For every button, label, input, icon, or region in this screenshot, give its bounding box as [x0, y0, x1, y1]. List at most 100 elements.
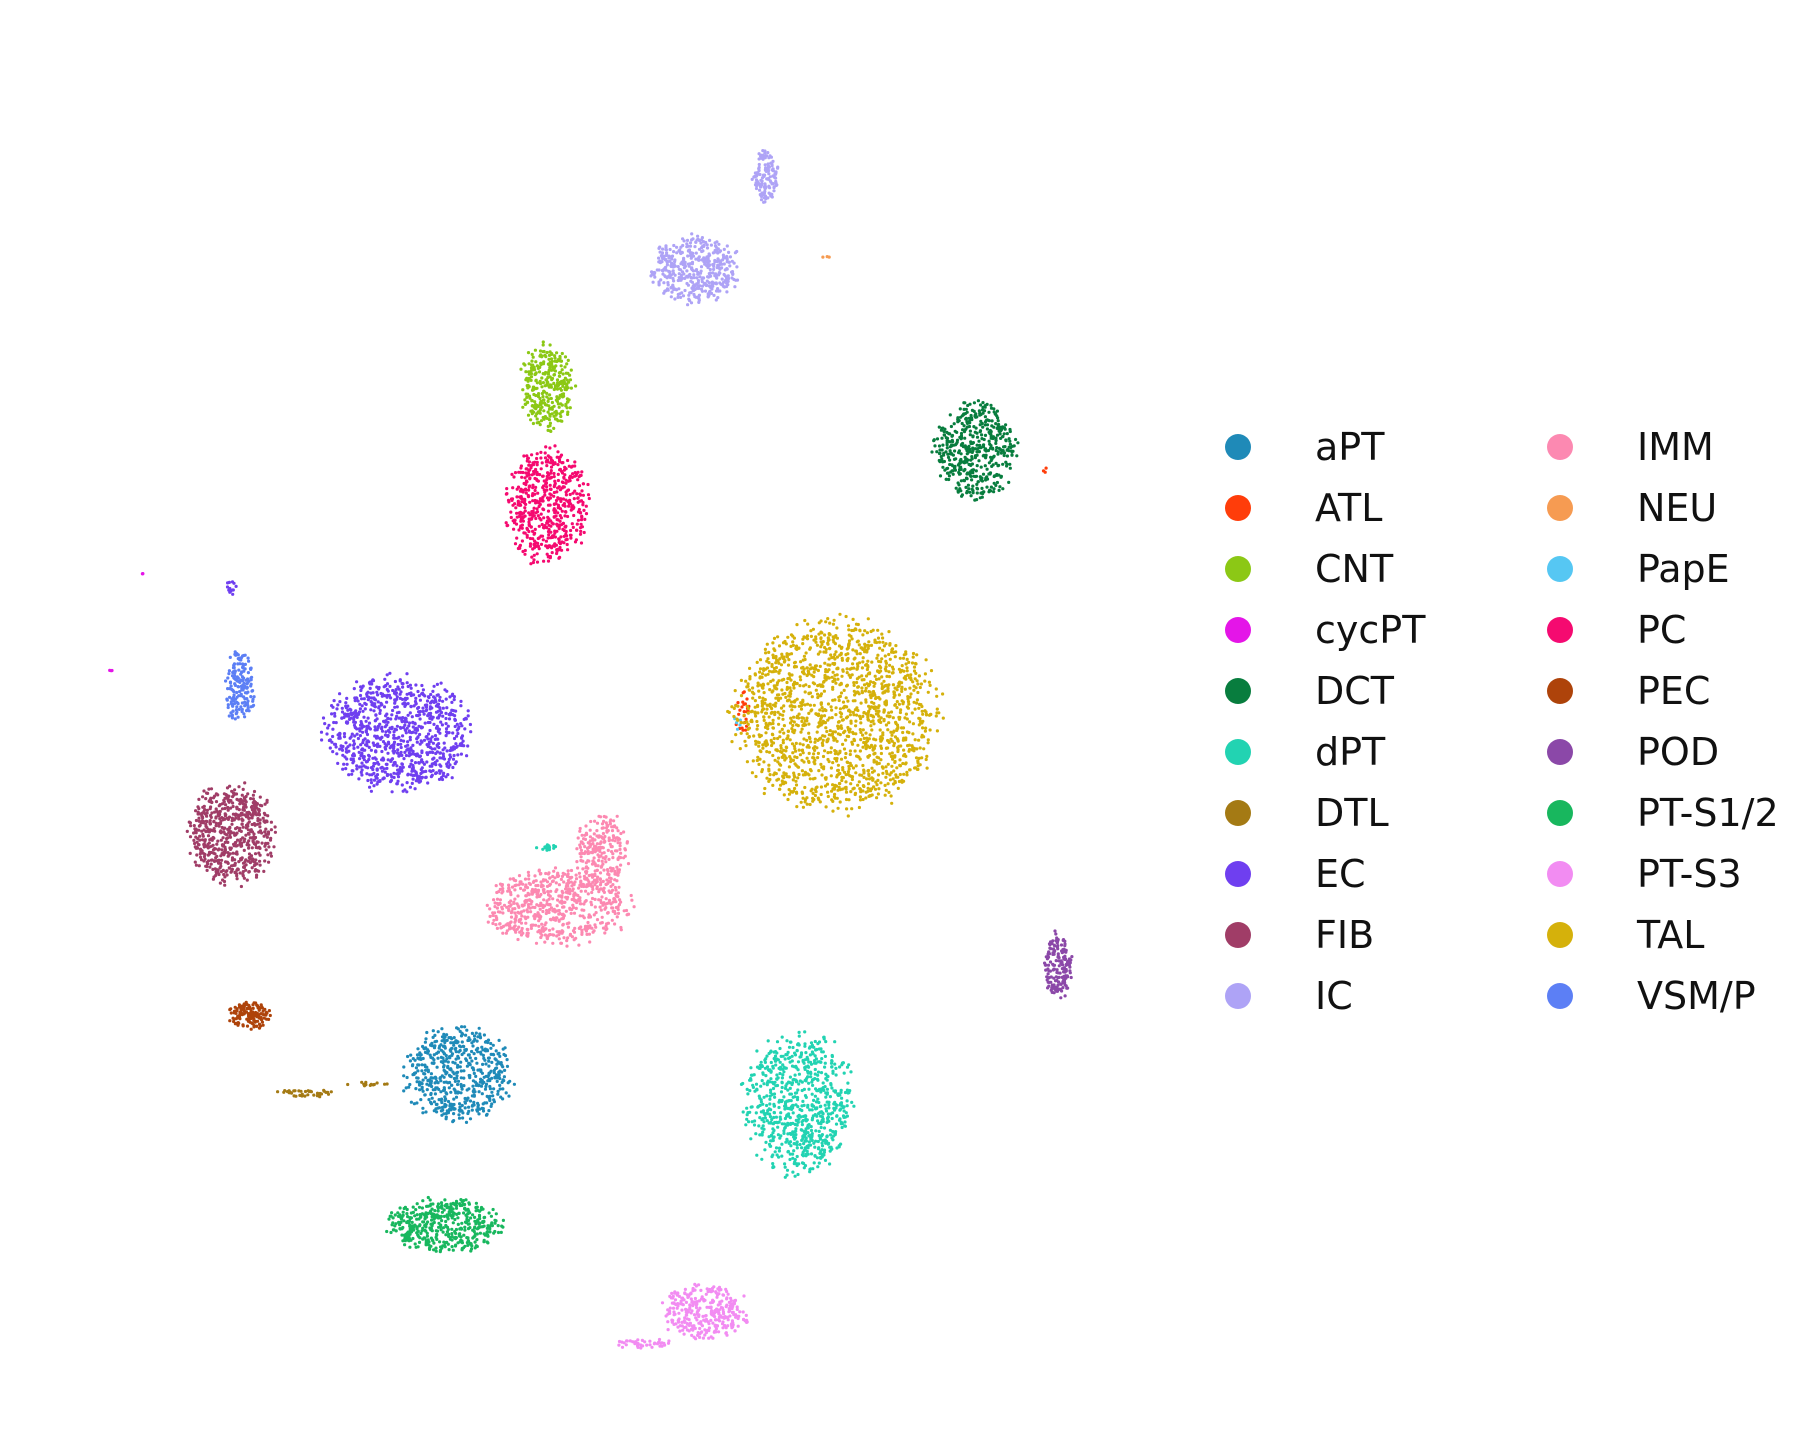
data-point — [811, 1083, 815, 1087]
data-point — [483, 1047, 487, 1051]
data-point — [747, 1120, 751, 1124]
data-point — [939, 428, 944, 432]
data-point — [983, 433, 988, 437]
data-point — [949, 424, 954, 429]
data-point — [393, 749, 397, 754]
data-point — [570, 884, 574, 888]
data-point — [374, 713, 378, 717]
data-point — [664, 268, 668, 272]
data-point — [557, 908, 561, 913]
data-point — [352, 742, 356, 746]
data-point — [962, 461, 967, 465]
data-point — [981, 401, 985, 405]
data-point — [523, 901, 527, 905]
data-point — [442, 1112, 446, 1116]
data-point — [543, 923, 547, 927]
data-point — [516, 894, 520, 898]
data-point — [816, 1073, 820, 1077]
data-point — [582, 908, 586, 912]
data-point — [252, 811, 256, 815]
data-point — [823, 1085, 827, 1089]
data-point — [247, 846, 251, 850]
data-point — [357, 777, 361, 781]
data-point — [414, 683, 418, 687]
data-point — [971, 435, 975, 439]
data-point — [217, 824, 221, 828]
data-point — [528, 370, 532, 374]
data-point — [790, 1107, 794, 1111]
data-point — [480, 1092, 484, 1096]
data-point — [216, 848, 220, 852]
data-point — [420, 766, 424, 770]
data-point — [363, 701, 367, 706]
data-point — [1008, 439, 1012, 443]
data-point — [491, 1043, 495, 1047]
data-point — [388, 746, 392, 750]
data-point — [830, 1053, 834, 1058]
data-point — [605, 878, 609, 882]
data-point — [451, 765, 455, 770]
data-point — [263, 802, 267, 806]
data-point — [1007, 449, 1011, 453]
data-point — [480, 1106, 484, 1110]
data-point — [439, 720, 443, 724]
data-point — [405, 672, 409, 676]
data-point — [519, 367, 523, 371]
data-point — [487, 1059, 491, 1063]
data-point — [216, 858, 220, 863]
data-point — [213, 852, 217, 856]
data-point — [485, 903, 489, 908]
data-point — [562, 905, 566, 909]
data-point — [468, 1076, 472, 1080]
data-point — [610, 906, 614, 910]
data-point — [932, 438, 936, 442]
data-point — [548, 366, 552, 370]
data-point — [759, 154, 763, 158]
data-point — [369, 789, 373, 793]
data-point — [442, 1086, 446, 1090]
data-point — [529, 418, 533, 422]
data-point — [625, 913, 629, 917]
data-point — [465, 1028, 469, 1032]
data-point — [546, 375, 550, 380]
data-point — [950, 469, 954, 473]
data-point — [766, 151, 770, 155]
data-point — [992, 474, 996, 479]
data-point — [803, 1147, 807, 1151]
data-point — [438, 751, 442, 755]
data-point — [712, 267, 716, 271]
data-point — [968, 429, 973, 433]
data-point — [236, 867, 240, 872]
data-point — [555, 904, 559, 908]
data-point — [597, 890, 601, 894]
data-point — [571, 903, 575, 907]
data-point — [266, 830, 270, 834]
data-point — [592, 913, 596, 917]
data-point — [535, 421, 539, 425]
data-point — [553, 384, 558, 388]
data-point — [685, 245, 689, 249]
data-point — [688, 241, 693, 245]
data-point — [228, 586, 232, 591]
data-point — [478, 1035, 482, 1039]
data-point — [846, 1081, 850, 1085]
data-point — [420, 691, 425, 695]
data-point — [502, 1075, 506, 1079]
data-point — [349, 711, 353, 715]
data-point — [197, 828, 201, 832]
data-point — [755, 1088, 759, 1092]
data-point — [475, 1061, 479, 1065]
data-point — [477, 1026, 481, 1030]
data-point — [995, 480, 1000, 485]
data-point — [201, 834, 205, 838]
data-point — [775, 1077, 779, 1081]
data-point — [696, 284, 700, 288]
data-point — [404, 753, 408, 758]
data-point — [556, 381, 560, 385]
data-point — [992, 407, 996, 411]
data-point — [845, 1114, 850, 1118]
data-point — [711, 271, 715, 275]
data-point — [368, 785, 372, 789]
data-point — [209, 805, 213, 809]
data-point — [381, 758, 385, 762]
